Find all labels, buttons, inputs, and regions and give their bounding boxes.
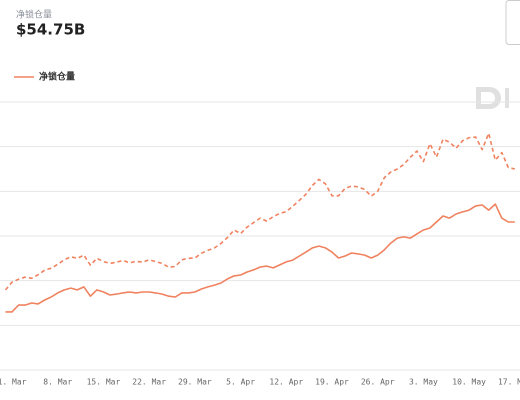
x-tick-label: 3. May xyxy=(409,378,438,387)
menu-button[interactable] xyxy=(505,0,520,45)
data-line xyxy=(4,132,515,291)
x-tick-label: 5. Apr xyxy=(226,378,255,387)
x-tick-label: 19. Apr xyxy=(315,378,349,387)
legend: 净锁仓量 xyxy=(14,71,75,83)
x-tick-label: 1. Mar xyxy=(0,378,27,387)
x-tick-label: 15. Mar xyxy=(87,378,121,387)
chart-title: 净锁仓量 xyxy=(16,9,52,21)
legend-label: 净锁仓量 xyxy=(39,71,75,83)
watermark xyxy=(476,87,509,109)
x-tick-label: 8. Mar xyxy=(43,378,72,387)
x-tick-label: 12. Apr xyxy=(269,378,303,387)
x-tick-label: 26. Apr xyxy=(361,378,395,387)
x-tick-label: 10. May xyxy=(452,378,486,387)
data-line xyxy=(5,203,515,313)
x-tick-label: 22. Mar xyxy=(132,378,166,387)
x-tick-label: 29. Mar xyxy=(178,378,212,387)
chart-subtitle: $54.75B xyxy=(16,21,85,39)
x-tick-label: 17. May xyxy=(498,378,520,387)
